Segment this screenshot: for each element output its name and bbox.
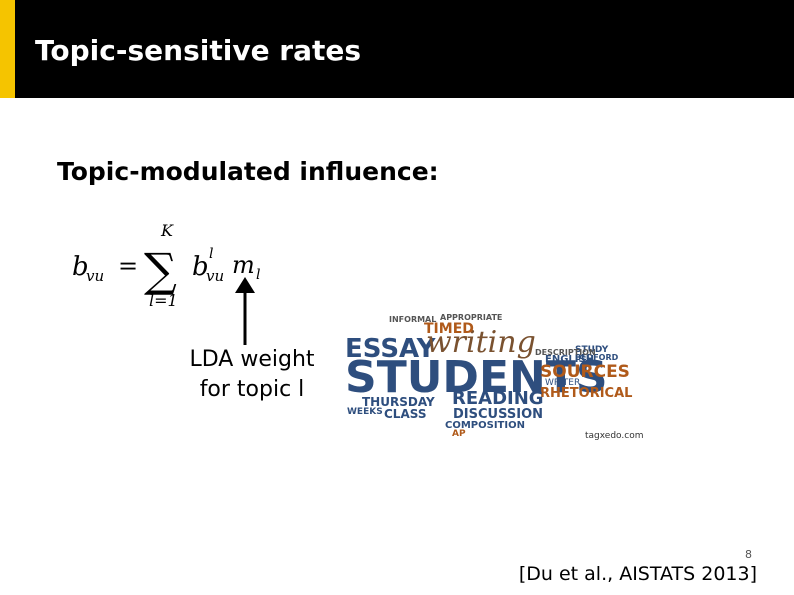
formula-lower: l=1	[149, 291, 178, 310]
cloud-word: ENGLISH	[545, 354, 594, 365]
arrow-label: LDA weight	[189, 347, 314, 372]
formula-term-sub: vu	[206, 267, 224, 285]
formula-equals: =	[118, 252, 138, 280]
arrow-label: for topic l	[200, 377, 305, 402]
page-number: 8	[745, 548, 752, 561]
title: Topic-sensitive rates	[35, 34, 361, 67]
formula-weight-sub: l	[256, 267, 260, 283]
cloud-word: STUDY	[575, 345, 609, 355]
cloud-word: APPROPRIATE	[440, 313, 502, 322]
cloud-word: CLASS	[384, 407, 427, 421]
formula-lhs: b	[72, 252, 89, 282]
formula-upper: K	[160, 221, 174, 240]
cloud-word: READING	[452, 388, 544, 409]
cloud-word: ESSAY	[345, 334, 437, 364]
formula-weight: m	[232, 251, 255, 279]
cloud-word: TIMED	[424, 321, 474, 337]
cloud-word: INFORMAL	[389, 315, 436, 324]
formula-sum: ∑	[144, 243, 177, 297]
arrow	[235, 277, 255, 345]
cloud-word: DISCUSSION	[453, 407, 543, 422]
cloud-word: RHETORICAL	[540, 386, 632, 401]
cloud-word: WEEKS	[347, 407, 383, 417]
arrow-head	[235, 277, 255, 293]
formula-term: b	[192, 252, 209, 282]
cloud-word: BEDFORD	[575, 353, 619, 362]
cloud-word: THURSDAY	[362, 395, 435, 409]
citation: [Du et al., AISTATS 2013]	[519, 563, 757, 585]
cloud-word: COMPOSITION	[445, 420, 525, 431]
heading: Topic-modulated influence:	[57, 157, 439, 186]
cloud-word: AP	[452, 429, 466, 439]
formula-term-sup: l	[209, 246, 213, 262]
cloud-credit: tagxedo.com	[585, 431, 644, 441]
cloud-word: STUDENTS	[345, 352, 608, 403]
cloud-word: DESCRIPTION	[535, 348, 596, 357]
formula: b vu = ∑ K l=1 b l vu m l	[72, 221, 260, 310]
header-bar	[0, 0, 794, 98]
formula-lhs-sub: vu	[86, 267, 104, 285]
cloud-word: writing	[426, 325, 536, 360]
cloud-word: WRITER	[545, 378, 580, 388]
header-accent	[0, 0, 15, 98]
cloud-word: SOURCES	[540, 362, 630, 382]
